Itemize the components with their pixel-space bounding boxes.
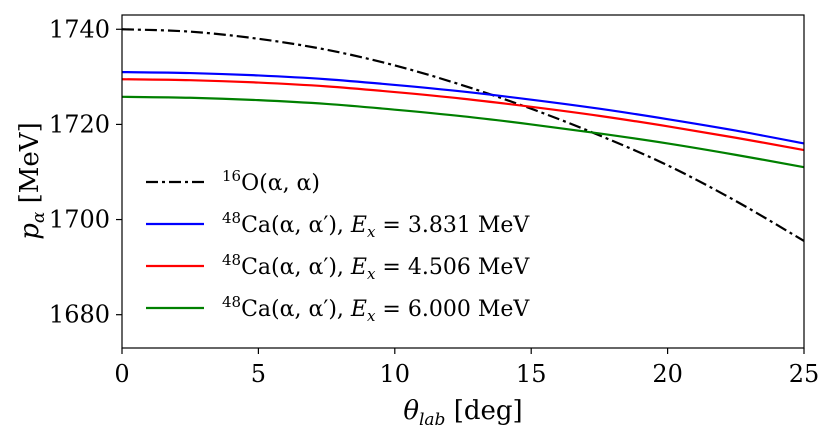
x-tick-label-1: 5 (251, 360, 266, 388)
y-axis-label: pα [MeV] (15, 122, 49, 239)
series-line-0 (121, 28, 805, 242)
y-tick-label-2: 1720 (49, 110, 110, 138)
x-tick-label-4: 20 (652, 360, 683, 388)
plot-frame (121, 14, 805, 349)
legend: 16O(α, α) 48Ca(α, α′), Ex = 3.831 MeV 48Ca… (146, 167, 530, 325)
y-tick-label-1: 1700 (49, 206, 110, 234)
legend-label-0: 16O(α, α) (222, 167, 320, 196)
series-line-1 (121, 70, 805, 145)
ticks-layer: 0 5 10 15 20 25 1680 1700 1720 1740 (49, 15, 819, 388)
series-line-2 (121, 78, 805, 152)
y-tick-label-0: 1680 (49, 301, 110, 329)
series-line-3 (121, 95, 805, 169)
x-tick-label-3: 15 (516, 360, 547, 388)
x-tick-label-5: 25 (789, 360, 820, 388)
x-axis-label: θlab [deg] (403, 396, 522, 430)
x-tick-label-0: 0 (114, 360, 129, 388)
legend-label-1: 48Ca(α, α′), Ex = 3.831 MeV (222, 209, 530, 241)
x-tick-label-2: 10 (380, 360, 411, 388)
y-tick-label-3: 1740 (49, 15, 110, 43)
legend-label-3: 48Ca(α, α′), Ex = 6.000 MeV (222, 293, 530, 325)
legend-label-2: 48Ca(α, α′), Ex = 4.506 MeV (222, 251, 530, 283)
series-layer (121, 28, 805, 242)
